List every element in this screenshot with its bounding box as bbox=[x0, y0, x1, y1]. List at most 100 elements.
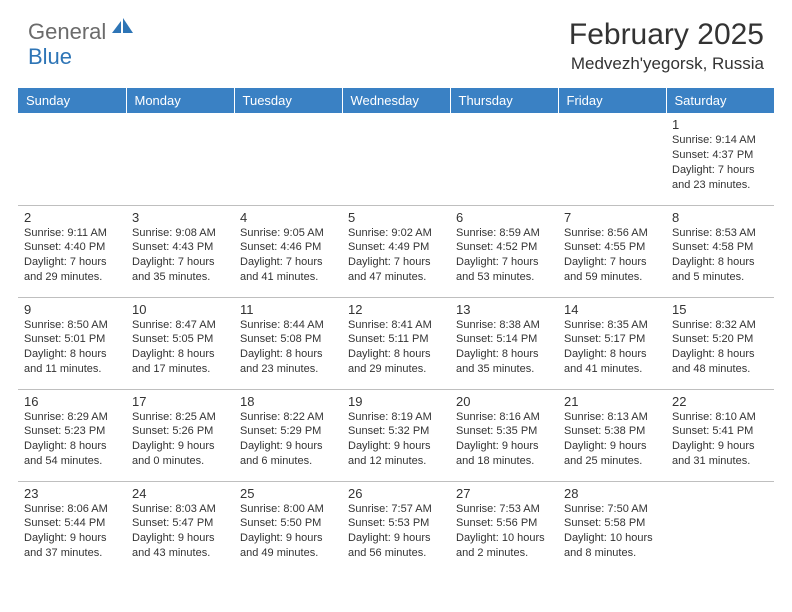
sunset-text: Sunset: 5:47 PM bbox=[132, 516, 228, 531]
daylight-line1: Daylight: 9 hours bbox=[348, 531, 444, 546]
calendar-day-cell: 5Sunrise: 9:02 AMSunset: 4:49 PMDaylight… bbox=[342, 205, 450, 297]
calendar-day-cell: 6Sunrise: 8:59 AMSunset: 4:52 PMDaylight… bbox=[450, 205, 558, 297]
calendar-day-cell bbox=[342, 113, 450, 205]
calendar-day-cell: 4Sunrise: 9:05 AMSunset: 4:46 PMDaylight… bbox=[234, 205, 342, 297]
sunrise-text: Sunrise: 8:41 AM bbox=[348, 318, 444, 333]
daylight-line1: Daylight: 7 hours bbox=[672, 163, 768, 178]
daylight-line1: Daylight: 10 hours bbox=[456, 531, 552, 546]
sunrise-text: Sunrise: 8:32 AM bbox=[672, 318, 768, 333]
day-info: Sunrise: 7:53 AMSunset: 5:56 PMDaylight:… bbox=[456, 502, 552, 561]
daylight-line1: Daylight: 10 hours bbox=[564, 531, 660, 546]
sunset-text: Sunset: 5:05 PM bbox=[132, 332, 228, 347]
sunrise-text: Sunrise: 8:38 AM bbox=[456, 318, 552, 333]
calendar-day-cell: 25Sunrise: 8:00 AMSunset: 5:50 PMDayligh… bbox=[234, 481, 342, 573]
calendar-day-cell: 22Sunrise: 8:10 AMSunset: 5:41 PMDayligh… bbox=[666, 389, 774, 481]
sunrise-text: Sunrise: 9:08 AM bbox=[132, 226, 228, 241]
day-info: Sunrise: 8:16 AMSunset: 5:35 PMDaylight:… bbox=[456, 410, 552, 469]
calendar-week-row: 23Sunrise: 8:06 AMSunset: 5:44 PMDayligh… bbox=[18, 481, 774, 573]
daylight-line1: Daylight: 7 hours bbox=[456, 255, 552, 270]
day-number: 17 bbox=[132, 394, 228, 409]
day-info: Sunrise: 9:08 AMSunset: 4:43 PMDaylight:… bbox=[132, 226, 228, 285]
day-info: Sunrise: 7:50 AMSunset: 5:58 PMDaylight:… bbox=[564, 502, 660, 561]
sunset-text: Sunset: 4:58 PM bbox=[672, 240, 768, 255]
daylight-line1: Daylight: 7 hours bbox=[24, 255, 120, 270]
day-info: Sunrise: 8:32 AMSunset: 5:20 PMDaylight:… bbox=[672, 318, 768, 377]
daylight-line2: and 47 minutes. bbox=[348, 270, 444, 285]
daylight-line1: Daylight: 8 hours bbox=[564, 347, 660, 362]
calendar-day-cell: 26Sunrise: 7:57 AMSunset: 5:53 PMDayligh… bbox=[342, 481, 450, 573]
daylight-line2: and 0 minutes. bbox=[132, 454, 228, 469]
day-number: 9 bbox=[24, 302, 120, 317]
daylight-line1: Daylight: 9 hours bbox=[564, 439, 660, 454]
day-number: 24 bbox=[132, 486, 228, 501]
daylight-line2: and 2 minutes. bbox=[456, 546, 552, 561]
calendar-day-cell: 16Sunrise: 8:29 AMSunset: 5:23 PMDayligh… bbox=[18, 389, 126, 481]
sunset-text: Sunset: 4:49 PM bbox=[348, 240, 444, 255]
sunrise-text: Sunrise: 7:53 AM bbox=[456, 502, 552, 517]
daylight-line2: and 8 minutes. bbox=[564, 546, 660, 561]
daylight-line1: Daylight: 8 hours bbox=[24, 347, 120, 362]
day-info: Sunrise: 8:50 AMSunset: 5:01 PMDaylight:… bbox=[24, 318, 120, 377]
day-info: Sunrise: 8:59 AMSunset: 4:52 PMDaylight:… bbox=[456, 226, 552, 285]
daylight-line2: and 23 minutes. bbox=[240, 362, 336, 377]
sunset-text: Sunset: 5:50 PM bbox=[240, 516, 336, 531]
day-number: 15 bbox=[672, 302, 768, 317]
day-info: Sunrise: 8:00 AMSunset: 5:50 PMDaylight:… bbox=[240, 502, 336, 561]
daylight-line1: Daylight: 9 hours bbox=[672, 439, 768, 454]
sunrise-text: Sunrise: 9:02 AM bbox=[348, 226, 444, 241]
day-info: Sunrise: 8:03 AMSunset: 5:47 PMDaylight:… bbox=[132, 502, 228, 561]
calendar-day-cell: 11Sunrise: 8:44 AMSunset: 5:08 PMDayligh… bbox=[234, 297, 342, 389]
weekday-sunday: Sunday bbox=[18, 88, 126, 113]
calendar-day-cell: 3Sunrise: 9:08 AMSunset: 4:43 PMDaylight… bbox=[126, 205, 234, 297]
sunrise-text: Sunrise: 8:25 AM bbox=[132, 410, 228, 425]
day-info: Sunrise: 8:19 AMSunset: 5:32 PMDaylight:… bbox=[348, 410, 444, 469]
calendar-day-cell: 15Sunrise: 8:32 AMSunset: 5:20 PMDayligh… bbox=[666, 297, 774, 389]
day-info: Sunrise: 8:53 AMSunset: 4:58 PMDaylight:… bbox=[672, 226, 768, 285]
calendar-day-cell: 10Sunrise: 8:47 AMSunset: 5:05 PMDayligh… bbox=[126, 297, 234, 389]
calendar-day-cell: 13Sunrise: 8:38 AMSunset: 5:14 PMDayligh… bbox=[450, 297, 558, 389]
day-number: 13 bbox=[456, 302, 552, 317]
daylight-line2: and 41 minutes. bbox=[564, 362, 660, 377]
day-number: 10 bbox=[132, 302, 228, 317]
day-info: Sunrise: 8:10 AMSunset: 5:41 PMDaylight:… bbox=[672, 410, 768, 469]
daylight-line1: Daylight: 9 hours bbox=[24, 531, 120, 546]
day-info: Sunrise: 8:29 AMSunset: 5:23 PMDaylight:… bbox=[24, 410, 120, 469]
day-info: Sunrise: 7:57 AMSunset: 5:53 PMDaylight:… bbox=[348, 502, 444, 561]
calendar-day-cell bbox=[666, 481, 774, 573]
day-info: Sunrise: 8:47 AMSunset: 5:05 PMDaylight:… bbox=[132, 318, 228, 377]
calendar-day-cell: 28Sunrise: 7:50 AMSunset: 5:58 PMDayligh… bbox=[558, 481, 666, 573]
calendar-day-cell: 23Sunrise: 8:06 AMSunset: 5:44 PMDayligh… bbox=[18, 481, 126, 573]
daylight-line1: Daylight: 8 hours bbox=[348, 347, 444, 362]
daylight-line1: Daylight: 9 hours bbox=[240, 531, 336, 546]
sunrise-text: Sunrise: 7:50 AM bbox=[564, 502, 660, 517]
calendar-week-row: 1Sunrise: 9:14 AMSunset: 4:37 PMDaylight… bbox=[18, 113, 774, 205]
sunrise-text: Sunrise: 8:13 AM bbox=[564, 410, 660, 425]
logo-text-general: General bbox=[28, 19, 106, 45]
sunrise-text: Sunrise: 8:44 AM bbox=[240, 318, 336, 333]
daylight-line2: and 56 minutes. bbox=[348, 546, 444, 561]
daylight-line1: Daylight: 8 hours bbox=[672, 255, 768, 270]
daylight-line2: and 43 minutes. bbox=[132, 546, 228, 561]
calendar-week-row: 16Sunrise: 8:29 AMSunset: 5:23 PMDayligh… bbox=[18, 389, 774, 481]
weekday-thursday: Thursday bbox=[450, 88, 558, 113]
sunrise-text: Sunrise: 8:53 AM bbox=[672, 226, 768, 241]
sunrise-text: Sunrise: 8:00 AM bbox=[240, 502, 336, 517]
daylight-line1: Daylight: 8 hours bbox=[132, 347, 228, 362]
daylight-line2: and 6 minutes. bbox=[240, 454, 336, 469]
calendar-day-cell: 20Sunrise: 8:16 AMSunset: 5:35 PMDayligh… bbox=[450, 389, 558, 481]
daylight-line2: and 49 minutes. bbox=[240, 546, 336, 561]
sunset-text: Sunset: 5:29 PM bbox=[240, 424, 336, 439]
day-number: 4 bbox=[240, 210, 336, 225]
logo-text-blue: Blue bbox=[28, 44, 72, 70]
day-number: 14 bbox=[564, 302, 660, 317]
daylight-line2: and 29 minutes. bbox=[24, 270, 120, 285]
sunrise-text: Sunrise: 9:05 AM bbox=[240, 226, 336, 241]
calendar-day-cell: 7Sunrise: 8:56 AMSunset: 4:55 PMDaylight… bbox=[558, 205, 666, 297]
daylight-line2: and 17 minutes. bbox=[132, 362, 228, 377]
sunset-text: Sunset: 4:52 PM bbox=[456, 240, 552, 255]
calendar-day-cell bbox=[18, 113, 126, 205]
day-number: 26 bbox=[348, 486, 444, 501]
daylight-line2: and 35 minutes. bbox=[456, 362, 552, 377]
day-number: 2 bbox=[24, 210, 120, 225]
sunrise-text: Sunrise: 8:50 AM bbox=[24, 318, 120, 333]
